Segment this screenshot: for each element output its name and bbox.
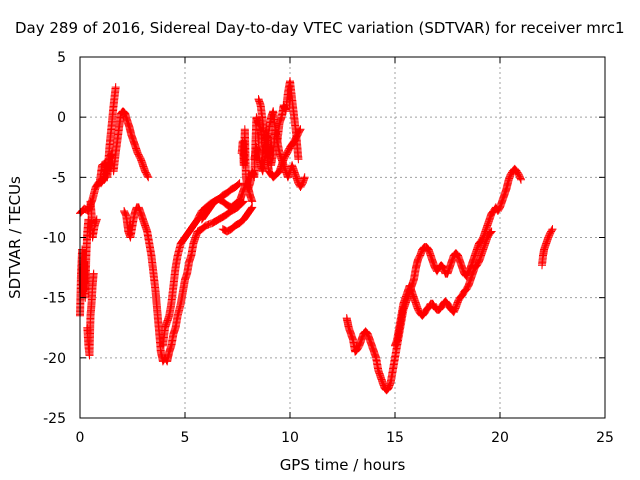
series-trace-6 [120, 197, 248, 366]
series-trace-15 [538, 225, 557, 270]
series-trace-5 [97, 107, 153, 188]
x-tick-label: 25 [596, 430, 614, 446]
series-trace-13 [342, 164, 525, 395]
series-trace-8 [197, 179, 257, 224]
grid [80, 57, 605, 418]
x-tick-label: 0 [76, 430, 85, 446]
series-trace-9 [218, 203, 257, 236]
x-tick-label: 15 [386, 430, 404, 446]
x-axis-label: GPS time / hours [280, 456, 406, 474]
series-trace-12 [254, 95, 305, 182]
y-tick-label: 0 [57, 110, 66, 126]
y-axis-label: SDTVAR / TECUs [6, 176, 24, 299]
series-trace-14 [391, 227, 496, 350]
y-tick-label: -5 [52, 170, 66, 186]
series-trace-3 [83, 269, 98, 360]
y-tick-label: -25 [43, 411, 66, 427]
chart-title: Day 289 of 2016, Sidereal Day-to-day VTE… [15, 19, 625, 37]
y-tick-label: -15 [43, 291, 66, 307]
y-tick-label: 5 [57, 50, 66, 66]
y-tick-label: -20 [43, 351, 66, 367]
series-trace-4 [86, 197, 101, 242]
x-tick-label: 10 [281, 430, 299, 446]
x-tick-label: 5 [181, 430, 190, 446]
axis-ticks: 0 5 10 15 20 25 -25 -20 -15 -10 -5 0 5 [43, 50, 614, 446]
data-series [76, 77, 557, 395]
x-tick-label: 20 [491, 430, 509, 446]
y-tick-label: -10 [43, 231, 66, 247]
